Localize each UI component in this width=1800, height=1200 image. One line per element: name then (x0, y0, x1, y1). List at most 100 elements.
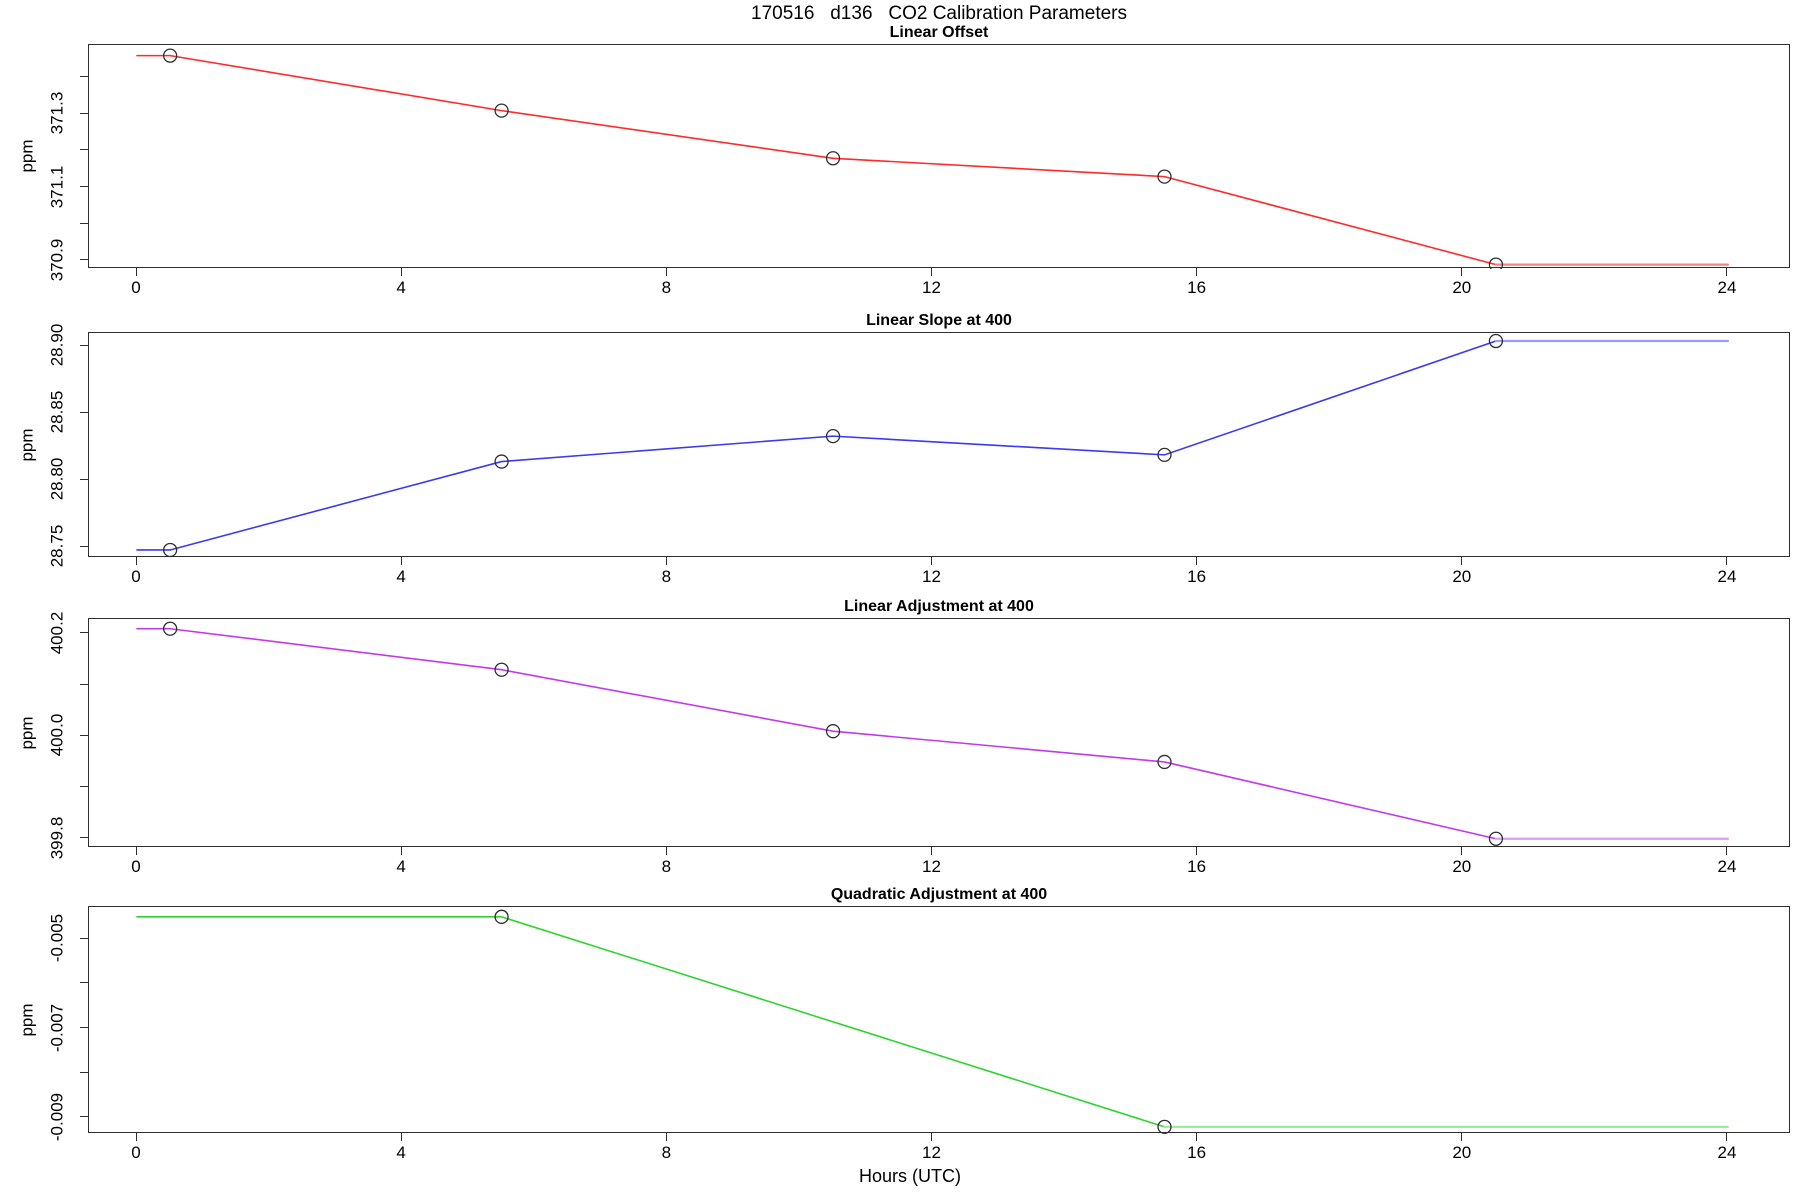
series-svg-linear-slope-at-400 (136, 333, 1730, 558)
data-point-marker-linear-adjustment-at-400 (825, 724, 841, 739)
y-axis-title-quadratic-adjustment-at-400: ppm (17, 1002, 37, 1037)
x-tick-label: 12 (922, 857, 941, 876)
y-tickmark-quadratic-adjustment-at-400 (80, 937, 88, 939)
series-line-linear-slope-at-400 (169, 340, 1497, 551)
y-tick-label-quadratic-adjustment-at-400: -0.007 (47, 1003, 67, 1052)
y-axis-title-linear-offset: ppm (17, 139, 37, 173)
plot-area-linear-slope-at-400 (88, 332, 1790, 558)
x-tick-label: 16 (1187, 567, 1207, 586)
series-svg-linear-adjustment-at-400 (136, 621, 1730, 846)
x-tick-label: 24 (1717, 857, 1737, 876)
x-tickmark (665, 557, 667, 565)
data-point-marker-linear-slope-at-400 (162, 542, 178, 558)
data-point-marker-linear-slope-at-400 (494, 454, 509, 469)
x-tickmark (1196, 557, 1198, 565)
y-tickmark-quadratic-adjustment-at-400 (80, 982, 88, 984)
x-tick-label: 12 (922, 1143, 941, 1162)
y-tick-label-linear-slope-at-400: 28.90 (47, 324, 67, 367)
y-axis-title-linear-adjustment-at-400: ppm (17, 715, 37, 750)
x-tick-label: 4 (396, 857, 406, 876)
x-tickmark (930, 557, 932, 565)
data-point-marker-linear-offset (494, 103, 509, 118)
x-tick-label: 12 (922, 567, 941, 586)
series-line-quadratic-adjustment-at-400 (500, 916, 1166, 1128)
y-tick-label-linear-offset: 371.3 (47, 92, 67, 135)
x-tickmark (665, 847, 667, 855)
data-point-marker-linear-adjustment-at-400 (1157, 754, 1172, 770)
data-point-marker-linear-offset (162, 48, 178, 63)
x-tickmark (1461, 268, 1463, 276)
x-tickmark (1726, 847, 1728, 855)
y-tickmark-quadratic-adjustment-at-400 (80, 1116, 88, 1118)
x-tickmark (1461, 847, 1463, 855)
x-tick-label: 0 (131, 567, 141, 586)
x-tickmark (930, 268, 932, 276)
plot-area-linear-offset (88, 44, 1790, 269)
data-point-marker-linear-offset (1157, 169, 1172, 184)
x-tickmark (400, 268, 402, 276)
y-tickmark-linear-adjustment-at-400 (80, 632, 88, 634)
y-tickmark-linear-adjustment-at-400 (80, 734, 88, 736)
y-tickmark-quadratic-adjustment-at-400 (80, 1027, 88, 1029)
data-point-marker-linear-slope-at-400 (1157, 447, 1172, 463)
panel-title-linear-offset: Linear Offset (889, 24, 989, 41)
page-title: 170516 d136 CO2 Calibration Parameters (751, 3, 1127, 24)
data-point-marker-linear-offset (1488, 257, 1504, 269)
panel-title-linear-slope-at-400: Linear Slope at 400 (866, 312, 1012, 329)
x-tick-label: 20 (1452, 857, 1472, 876)
x-tickmark (400, 847, 402, 855)
x-tick-label: 24 (1717, 1143, 1737, 1162)
x-tickmark (930, 847, 932, 855)
x-tickmark (1726, 557, 1728, 565)
x-tick-label: 20 (1452, 567, 1472, 586)
y-tickmark-linear-slope-at-400 (80, 411, 88, 413)
x-tickmark (930, 1133, 932, 1141)
y-tickmark-linear-adjustment-at-400 (80, 837, 88, 839)
y-tickmark-linear-slope-at-400 (80, 344, 88, 346)
x-tick-label: 4 (396, 1143, 406, 1162)
x-tick-label: 4 (396, 278, 406, 297)
y-tickmark-linear-offset (80, 112, 88, 114)
series-svg-quadratic-adjustment-at-400 (136, 909, 1730, 1134)
y-tickmark-quadratic-adjustment-at-400 (80, 1071, 88, 1073)
x-tickmark (1461, 1133, 1463, 1141)
x-tick-label: 20 (1452, 1143, 1472, 1162)
y-tickmark-linear-slope-at-400 (80, 478, 88, 480)
x-tickmark (1196, 268, 1198, 276)
y-tick-label-linear-slope-at-400: 28.85 (47, 391, 67, 434)
x-tick-label: 8 (661, 857, 672, 876)
x-tick-label: 8 (661, 278, 672, 297)
x-tick-label: 12 (922, 278, 941, 297)
y-tick-label-linear-adjustment-at-400: 400.2 (47, 611, 67, 655)
data-point-marker-quadratic-adjustment-at-400 (1157, 1119, 1172, 1134)
data-point-marker-linear-slope-at-400 (1488, 333, 1504, 349)
x-tick-label: 0 (131, 278, 141, 297)
x-tickmark (1196, 1133, 1198, 1141)
x-tickmark (1461, 557, 1463, 565)
x-tickmark (400, 557, 402, 565)
x-tick-label: 8 (661, 1143, 672, 1162)
x-tickmark (1726, 268, 1728, 276)
x-tick-label: 24 (1717, 567, 1737, 586)
x-tick-label: 8 (661, 567, 672, 586)
data-point-marker-linear-slope-at-400 (825, 428, 841, 444)
series-svg-linear-offset (136, 48, 1730, 269)
x-tick-label: 16 (1187, 1143, 1207, 1162)
y-tickmark-linear-slope-at-400 (80, 545, 88, 547)
y-tickmark-linear-offset (80, 222, 88, 224)
y-tick-label-linear-slope-at-400: 28.80 (47, 458, 67, 501)
y-tickmark-linear-adjustment-at-400 (80, 786, 88, 788)
y-tickmark-linear-offset (80, 186, 88, 188)
data-point-marker-linear-adjustment-at-400 (494, 662, 509, 677)
y-tickmark-linear-offset (80, 149, 88, 151)
x-tickmark (665, 1133, 667, 1141)
y-tick-label-linear-offset: 370.9 (47, 238, 67, 282)
x-tickmark (400, 1133, 402, 1141)
x-tick-label: 0 (131, 1143, 141, 1162)
panel-title-linear-adjustment-at-400: Linear Adjustment at 400 (844, 598, 1034, 615)
x-tickmark (665, 268, 667, 276)
y-tickmark-linear-offset (80, 259, 88, 261)
x-tick-label: 0 (131, 857, 141, 876)
plot-area-quadratic-adjustment-at-400 (88, 906, 1790, 1134)
